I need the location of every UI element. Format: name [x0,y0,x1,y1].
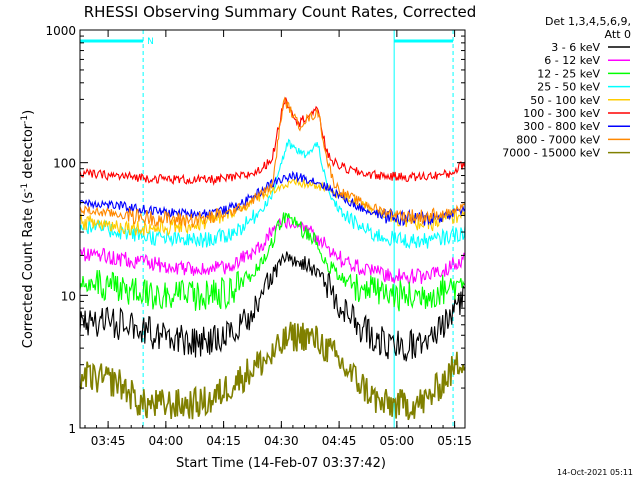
series-line-3 [79,212,466,312]
legend-header-line-2: Att 0 [605,28,631,41]
x-tick-label: 05:00 [380,434,415,448]
chart-title: RHESSI Observing Summary Count Rates, Co… [84,3,477,21]
legend-label-4: 25 - 50 keV [537,81,600,94]
legend-label-1: 3 - 6 keV [551,41,600,54]
series-line-5 [79,176,466,237]
series-line-1 [79,251,466,362]
x-tick-label: 04:15 [206,434,241,448]
x-tick-label: 04:45 [322,434,357,448]
series-line-2 [79,212,466,287]
series-line-9 [79,321,466,421]
legend-label-2: 6 - 12 keV [544,54,600,67]
footer-timestamp: 14-Oct-2021 05:11 [557,468,633,477]
legend-header-line-1: Det 1,3,4,5,6,9, [545,15,631,28]
series-line-4 [79,138,466,250]
series-layer [79,96,466,421]
series-line-8 [79,96,466,229]
y-tick-label: 1 [68,422,76,436]
legend-label-6: 100 - 300 keV [523,107,600,120]
legend-label-9: 7000 - 15000 keV [502,147,600,160]
plot-frame [79,29,466,429]
legend-label-5: 50 - 100 keV [530,94,600,107]
x-tick-label: 04:30 [264,434,299,448]
x-axis: 03:45 04:00 04:15 04:30 04:45 05:00 05:15 [84,30,472,448]
x-axis-label: Start Time (14-Feb-07 03:37:42) [176,456,386,471]
x-tick-label: 04:00 [149,434,184,448]
legend-label-8: 800 - 7000 keV [516,133,600,146]
y-tick-label: 1000 [45,24,76,38]
x-tick-label: 03:45 [91,434,126,448]
y-tick-label: 100 [53,157,76,171]
y-axis: 1 10 100 1000 [45,24,465,436]
legend-label-3: 12 - 25 keV [537,67,600,80]
series-line-6 [79,97,466,187]
x-tick-label: 05:15 [437,434,472,448]
legend-label-7: 300 - 800 keV [523,120,600,133]
y-axis-label: Corrected Count Rate (s-1 detector-1) [20,110,36,348]
y-tick-label: 10 [61,289,76,303]
night-label: N [147,37,154,47]
